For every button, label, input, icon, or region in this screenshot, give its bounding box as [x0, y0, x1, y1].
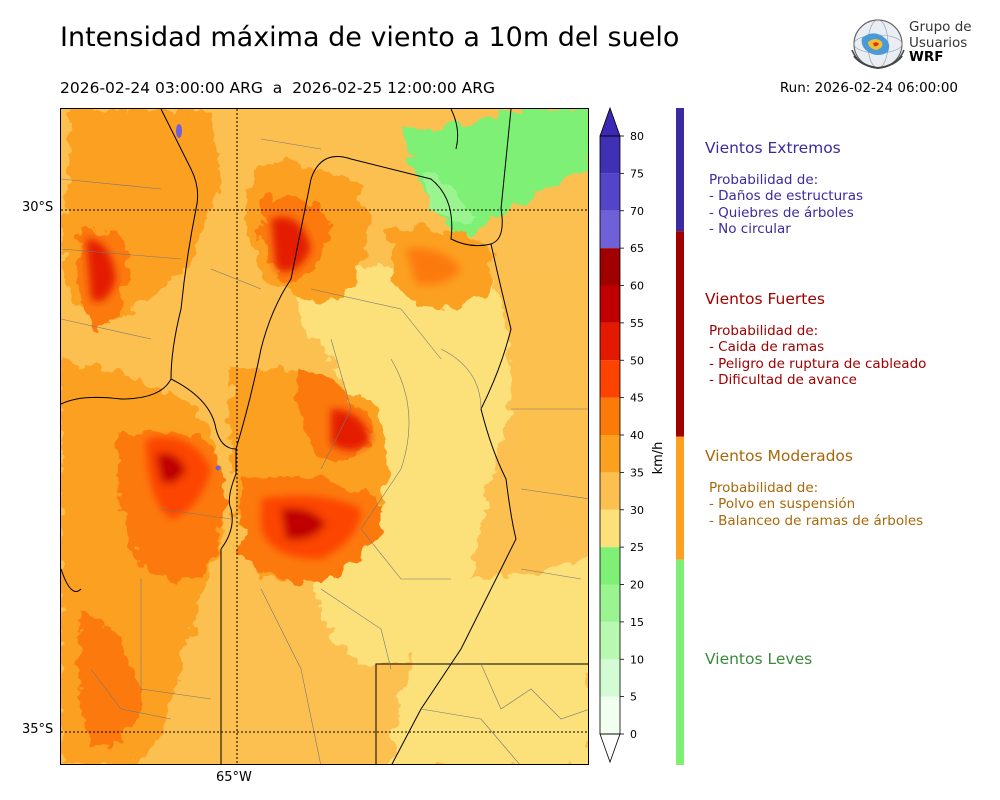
- colorbar-tick-label: 75: [630, 167, 644, 180]
- wind-category-title: Vientos Leves: [705, 650, 813, 668]
- wind-category-segment: [676, 231, 684, 437]
- wind-category-title: Vientos Moderados: [705, 447, 853, 465]
- colorbar-tick-label: 55: [630, 317, 644, 330]
- logo-text-line1: Grupo de: [909, 19, 972, 35]
- wind-speed-colorbar: 0 5 10 15 20 25 30 35 40 45 50 55 60 65 70 75 80: [599, 106, 644, 764]
- colorbar-tick-label: 70: [630, 205, 644, 218]
- wind-category-strip: [676, 108, 684, 765]
- colorbar-over-arrow: [599, 106, 621, 137]
- colorbar-band: [600, 509, 620, 548]
- colorbar-band: [600, 285, 620, 323]
- wind-category-description-line: - Peligro de ruptura de cableado: [709, 355, 927, 372]
- wind-category-description-line: Probabilidad de:: [709, 480, 819, 496]
- wind-category-description-line: - Daños de estructuras: [709, 188, 864, 205]
- colorbar-tick-label: 45: [630, 392, 644, 405]
- colorbar-band: [600, 472, 620, 510]
- wind-category-description-line: - Quiebres de árboles: [709, 204, 854, 221]
- wind-category-description-line: - Caida de ramas: [709, 339, 825, 356]
- wind-category-title: Vientos Extremos: [705, 139, 841, 157]
- colorbar-ticks: 0 5 10 15 20 25 30 35 40 45 50 55 60 65 70 75 80: [620, 130, 644, 741]
- colorbar-tick-label: 10: [630, 653, 644, 666]
- page-title: Intensidad máxima de viento a 10m del su…: [60, 22, 680, 53]
- wind-category-segment: [676, 436, 684, 560]
- wind-forecast-map: [60, 108, 589, 765]
- wind-category-title: Vientos Fuertes: [705, 290, 825, 308]
- globe-logo-icon: [851, 19, 905, 70]
- colorbar-band: [600, 173, 620, 211]
- logo-text-line3: WRF: [909, 49, 944, 65]
- latitude-label-35s: 35°S: [22, 722, 54, 737]
- colorbar-tick-label: 60: [630, 280, 644, 293]
- colorbar-band: [600, 322, 620, 361]
- wind-category-segments: [676, 108, 684, 765]
- province-boundaries: [61, 109, 588, 764]
- colorbar-band: [600, 136, 620, 174]
- colorbar-tick-label: 50: [630, 354, 644, 367]
- colorbar-band: [600, 696, 620, 734]
- wind-category-description-line: - Polvo en suspensión: [709, 496, 856, 513]
- graticule: [61, 109, 588, 764]
- colorbar-band: [600, 210, 620, 249]
- colorbar-tick-label: 80: [630, 130, 644, 143]
- colorbar-tick-label: 40: [630, 429, 644, 442]
- colorbar-tick-label: 65: [630, 242, 644, 255]
- colorbar-tick-label: 20: [630, 579, 644, 592]
- colorbar-under-arrow: [599, 733, 621, 764]
- colorbar-tick-label: 0: [630, 728, 637, 741]
- colorbar-band: [600, 621, 620, 660]
- colorbar-unit-text: km/h: [651, 442, 666, 475]
- forecast-period: 2026-02-24 03:00:00 ARG a 2026-02-25 12:…: [60, 79, 496, 97]
- grupo-usuarios-wrf-logo: Grupo de Usuarios WRF: [848, 16, 972, 72]
- colorbar-band: [600, 584, 620, 622]
- colorbar-tick-label: 25: [630, 541, 644, 554]
- colorbar-band: [600, 360, 620, 398]
- wind-field-plot: [61, 109, 588, 764]
- model-run-time: Run: 2026-02-24 06:00:00: [779, 80, 958, 96]
- wind-category-segment: [676, 559, 684, 765]
- wind-category-segment: [676, 108, 684, 232]
- colorbar-band: [600, 248, 620, 286]
- wind-category-description-line: - Balanceo de ramas de árboles: [709, 512, 924, 529]
- strong-wind-cores: [86, 217, 461, 559]
- extreme-wind-spot: [215, 465, 221, 471]
- colorbar-tick-label: 30: [630, 504, 644, 517]
- colorbar-tick-label: 5: [630, 691, 637, 704]
- colorbar-band: [600, 435, 620, 473]
- colorbar-band: [600, 659, 620, 697]
- wind-category-description-line: - No circular: [709, 220, 791, 237]
- colorbar-bands: [599, 106, 621, 764]
- wind-category-description-line: - Dificultad de avance: [709, 371, 857, 388]
- colorbar-tick-label: 15: [630, 616, 644, 629]
- wind-category-description-line: Probabilidad de:: [709, 172, 819, 188]
- colorbar-band: [600, 547, 620, 585]
- wind-category-description-line: Probabilidad de:: [709, 323, 819, 339]
- extreme-wind-spot: [176, 124, 182, 138]
- colorbar-tick-label: 35: [630, 466, 644, 479]
- department-boundaries: [61, 138, 588, 764]
- longitude-label-65w: 65°W: [216, 770, 252, 785]
- logo-text-line2: Usuarios: [909, 35, 968, 51]
- colorbar-band: [600, 397, 620, 435]
- colorbar-unit-label: km/h: [651, 442, 666, 475]
- latitude-label-30s: 30°S: [22, 200, 54, 215]
